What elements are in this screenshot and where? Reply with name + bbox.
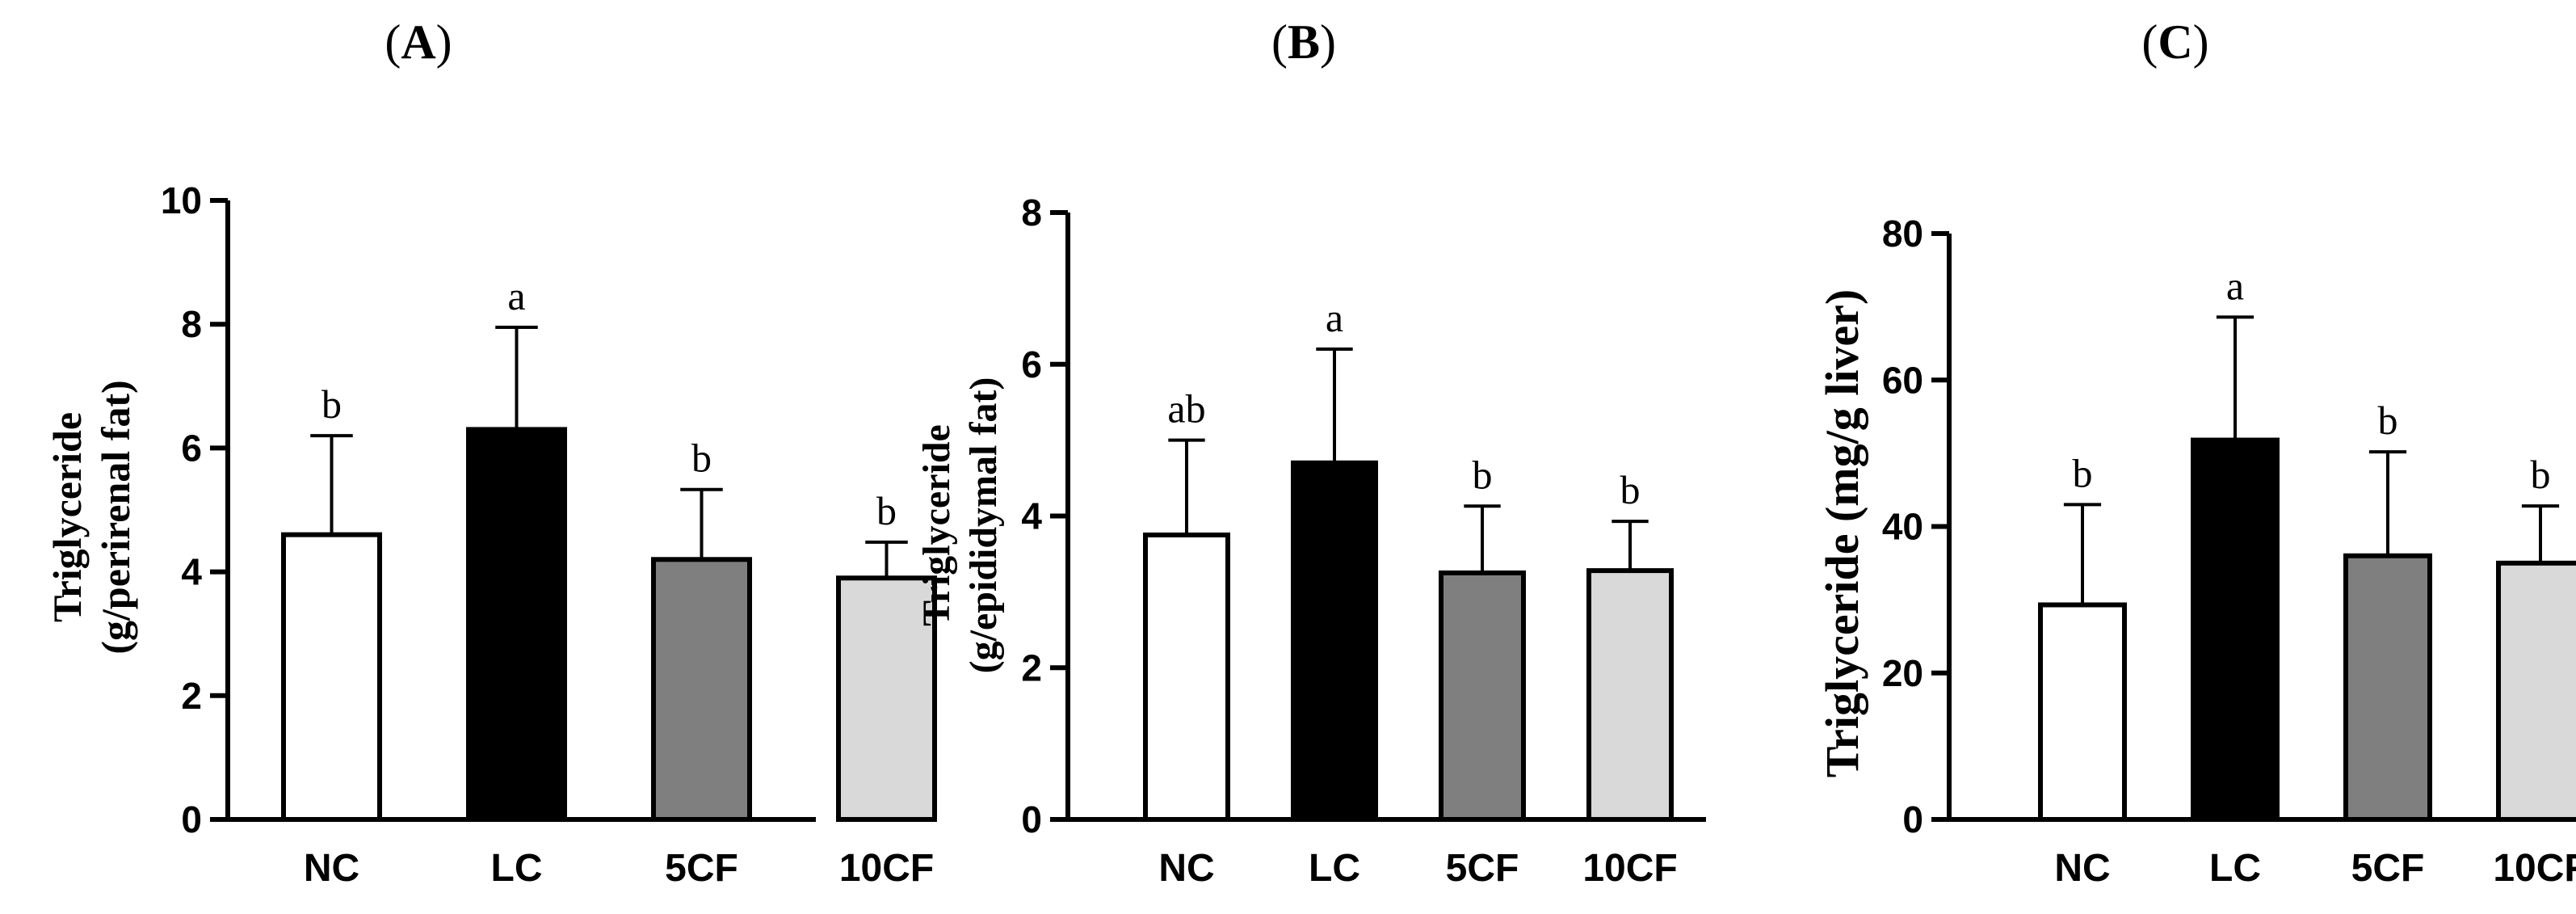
- significance-label: a: [507, 273, 525, 318]
- panel-a-ylabel: Triglyceride (g/perirenal fat): [44, 380, 138, 654]
- x-tick-label: NC: [2054, 847, 2110, 890]
- significance-label: b: [2531, 452, 2551, 497]
- y-tick-label: 4: [1021, 495, 1042, 537]
- panel-c-ylabel: Triglyceride (mg/g liver): [1816, 289, 1868, 777]
- panel-c-label: (C): [2141, 15, 2208, 69]
- y-tick-label: 8: [181, 303, 202, 345]
- x-tick-label: 5CF: [2351, 847, 2425, 890]
- significance-label: b: [2073, 450, 2093, 495]
- bar-10cf: [2496, 560, 2576, 822]
- x-tick-label: 10CF: [1582, 847, 1677, 890]
- bar-nc: [2038, 602, 2127, 822]
- significance-label: a: [1326, 295, 1343, 340]
- panel-c: (C) Triglyceride (mg/g liver) 0 20 40 60 80 b…: [1816, 15, 2576, 890]
- bar-10cf: [1586, 568, 1674, 823]
- bar-nc: [281, 532, 382, 822]
- significance-label: b: [321, 381, 342, 427]
- x-tick-label: LC: [1309, 847, 1360, 890]
- y-tick-label: 6: [1021, 343, 1042, 385]
- significance-label: a: [2226, 263, 2244, 308]
- panel-b: (B) Triglyceride (g/epididymal fat) 0 2 4 6…: [915, 15, 1706, 890]
- bar-5cf: [2343, 553, 2432, 822]
- bar-lc: [466, 427, 567, 822]
- y-tick-label: 2: [181, 675, 202, 717]
- x-tick-label: LC: [2209, 847, 2261, 890]
- panel-a-ylabel-line2: (g/perirenal fat): [93, 380, 138, 654]
- panel-b-ylabel-line2: (g/epididymal fat): [962, 377, 1005, 674]
- x-tick-label: NC: [304, 847, 359, 890]
- panel-a-label: (A): [385, 15, 452, 69]
- y-tick-label: 20: [1882, 652, 1923, 694]
- y-tick-label: 8: [1021, 192, 1042, 234]
- x-tick-label: LC: [491, 847, 543, 890]
- y-tick-label: 6: [181, 427, 202, 469]
- y-tick-label: 0: [181, 798, 202, 840]
- y-tick-label: 10: [161, 179, 202, 221]
- bar-10cf: [836, 575, 937, 822]
- panel-c-plot: 0 20 40 60 80 b NC a LC b 5CF b 10CF: [1882, 213, 2576, 890]
- panel-a-plot: 0 2 4 6 8 10 b NC a LC b 5CF b 10CF: [161, 179, 937, 890]
- bar-5cf: [1439, 570, 1526, 822]
- y-tick-label: 60: [1882, 359, 1923, 401]
- panel-b-label: (B): [1271, 15, 1336, 69]
- significance-label: b: [691, 436, 712, 481]
- x-tick-label: 5CF: [665, 847, 738, 890]
- significance-label: ab: [1167, 386, 1205, 432]
- y-tick-label: 0: [1902, 798, 1923, 840]
- bar-lc: [1291, 460, 1378, 822]
- x-tick-label: 10CF: [839, 847, 934, 890]
- panel-b-ylabel: Triglyceride (g/epididymal fat): [915, 377, 1005, 674]
- y-tick-label: 40: [1882, 506, 1923, 548]
- y-tick-label: 80: [1882, 213, 1923, 255]
- y-tick-label: 2: [1021, 647, 1042, 689]
- x-tick-label: 5CF: [1446, 847, 1519, 890]
- panel-c-ylabel-line1: Triglyceride (mg/g liver): [1816, 289, 1868, 777]
- panel-b-ylabel-line1: Triglyceride: [915, 424, 958, 626]
- bar-5cf: [651, 557, 752, 823]
- x-tick-label: 10CF: [2493, 847, 2576, 890]
- y-tick-label: 4: [181, 551, 202, 593]
- significance-label: b: [2378, 398, 2398, 443]
- significance-label: b: [1620, 467, 1641, 512]
- x-tick-label: NC: [1158, 847, 1214, 890]
- panel-a: (A) Triglyceride (g/perirenal fat) 0 2 4 6 8…: [44, 15, 937, 890]
- bar-nc: [1143, 532, 1230, 822]
- significance-label: b: [1473, 452, 1493, 497]
- y-tick-label: 0: [1021, 798, 1042, 840]
- bar-lc: [2191, 437, 2280, 822]
- panel-b-plot: 0 2 4 6 8 ab NC a LC b 5CF b 10CF: [1021, 192, 1706, 890]
- significance-label: b: [876, 488, 897, 533]
- panel-a-ylabel-line1: Triglyceride: [44, 412, 90, 622]
